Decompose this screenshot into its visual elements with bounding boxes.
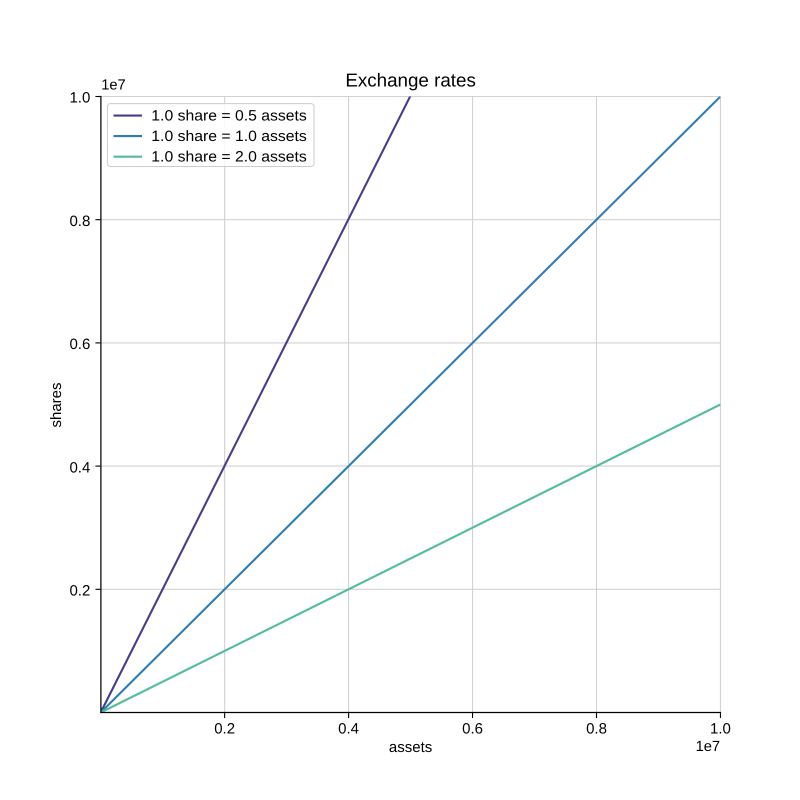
svg-text:1.0 share = 0.5 assets: 1.0 share = 0.5 assets: [151, 107, 306, 124]
svg-text:0.8: 0.8: [69, 213, 90, 230]
svg-text:1.0 share = 1.0 assets: 1.0 share = 1.0 assets: [151, 128, 306, 145]
svg-text:0.4: 0.4: [338, 721, 359, 738]
svg-text:1.0: 1.0: [69, 90, 90, 107]
svg-text:0.2: 0.2: [69, 583, 90, 600]
svg-text:1e7: 1e7: [101, 78, 126, 94]
svg-text:0.2: 0.2: [214, 721, 235, 738]
svg-text:shares: shares: [48, 382, 65, 427]
svg-text:0.4: 0.4: [69, 459, 90, 476]
svg-text:0.6: 0.6: [462, 721, 483, 738]
svg-text:0.6: 0.6: [69, 336, 90, 353]
svg-text:1.0: 1.0: [710, 721, 731, 738]
svg-text:1.0 share = 2.0 assets: 1.0 share = 2.0 assets: [151, 149, 306, 166]
svg-text:Exchange rates: Exchange rates: [345, 70, 476, 91]
svg-text:1e7: 1e7: [696, 739, 721, 755]
svg-text:assets: assets: [389, 739, 432, 756]
svg-text:0.8: 0.8: [586, 721, 607, 738]
